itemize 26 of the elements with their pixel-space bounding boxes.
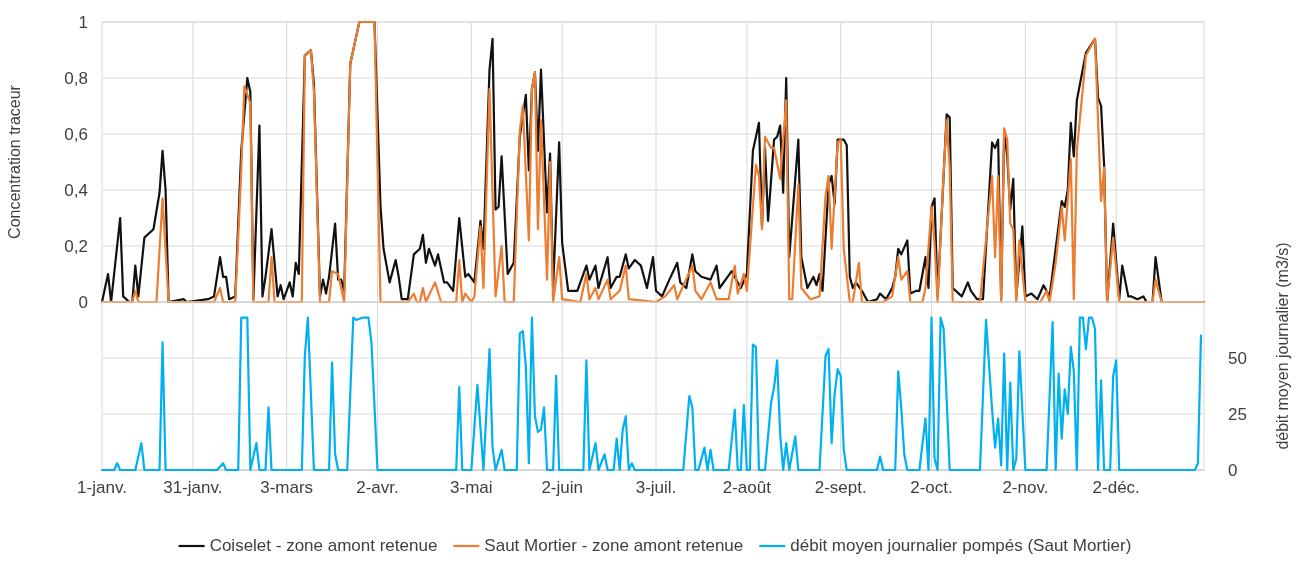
x-tick-label: 2-déc. — [1092, 478, 1140, 497]
y-tick-label: 0,6 — [64, 124, 88, 144]
x-tick-label: 2-août — [722, 478, 772, 497]
x-tick-label: 3-mars — [260, 478, 314, 497]
y2-tick-label: 25 — [1228, 404, 1247, 424]
x-tick-label: 31-janv. — [163, 478, 223, 497]
x-tick-label: 2-avr. — [356, 478, 399, 497]
y-tick-label: 0 — [78, 292, 88, 312]
legend-label: Saut Mortier - zone amont retenue — [484, 536, 744, 555]
y-tick-label: 0,8 — [64, 68, 88, 88]
x-tick-label: 2-juin — [541, 478, 583, 497]
x-tick-label: 1-janv. — [77, 478, 127, 497]
y2-tick-label: 0 — [1228, 460, 1238, 480]
y-tick-label: 0,2 — [64, 236, 88, 256]
x-tick-label: 2-oct. — [910, 478, 953, 497]
y-axis-title: Concentration traceur — [6, 84, 23, 239]
y2-axis-title: débit moyen journalier (m3/s) — [1274, 242, 1291, 450]
x-tick-label: 3-mai — [450, 478, 493, 497]
legend-label: Coiselet - zone amont retenue — [209, 536, 438, 555]
x-tick-label: 2-nov. — [1002, 478, 1049, 497]
legend-label: débit moyen journalier pompés (Saut Mortier) — [790, 536, 1132, 555]
x-tick-label: 2-sept. — [814, 478, 867, 497]
y2-tick-label: 50 — [1228, 348, 1247, 368]
y-tick-label: 1 — [78, 12, 88, 32]
x-tick-label: 3-juil. — [635, 478, 677, 497]
y-tick-label: 0,4 — [64, 180, 88, 200]
